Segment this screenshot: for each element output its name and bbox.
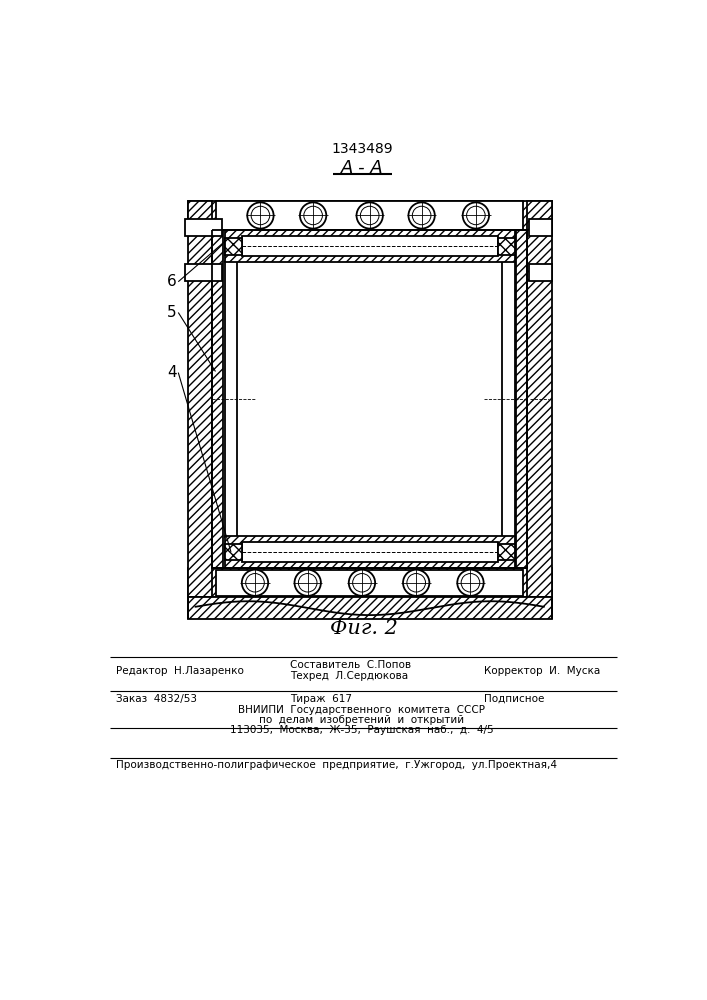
Bar xyxy=(527,201,552,597)
Bar xyxy=(225,536,515,568)
Circle shape xyxy=(412,206,431,225)
Text: Корректор  И.  Муска: Корректор И. Муска xyxy=(484,666,600,676)
Text: 1343489: 1343489 xyxy=(331,142,393,156)
Circle shape xyxy=(407,574,426,592)
Circle shape xyxy=(300,202,327,229)
Text: Редактор  Н.Лазаренко: Редактор Н.Лазаренко xyxy=(115,666,243,676)
Bar xyxy=(216,201,523,230)
Text: Фиг. 2: Фиг. 2 xyxy=(329,619,397,638)
Circle shape xyxy=(361,206,379,225)
Circle shape xyxy=(242,570,268,596)
Circle shape xyxy=(349,570,375,596)
Circle shape xyxy=(247,202,274,229)
Text: по  делам  изобретений  и  открытий: по делам изобретений и открытий xyxy=(259,715,464,725)
Bar xyxy=(242,236,498,256)
Circle shape xyxy=(462,202,489,229)
Text: Тираж  617: Тираж 617 xyxy=(290,694,352,704)
Bar xyxy=(185,264,223,281)
Bar xyxy=(529,264,552,281)
Bar xyxy=(187,568,552,597)
Circle shape xyxy=(298,574,317,592)
Bar xyxy=(498,544,515,560)
Circle shape xyxy=(403,570,429,596)
Text: Заказ  4832/53: Заказ 4832/53 xyxy=(115,694,197,704)
Circle shape xyxy=(467,206,485,225)
Circle shape xyxy=(409,202,435,229)
Text: Составитель  С.Попов: Составитель С.Попов xyxy=(290,660,411,670)
Text: 4: 4 xyxy=(168,365,177,380)
Text: Производственно-полиграфическое  предприятие,  г.Ужгород,  ул.Проектная,4: Производственно-полиграфическое предприя… xyxy=(115,760,556,770)
Bar xyxy=(225,544,242,560)
Bar xyxy=(225,261,237,537)
Circle shape xyxy=(295,570,321,596)
Text: 113035,  Москва,  Ж-35,  Раушская  наб.,  д.  4/5: 113035, Москва, Ж-35, Раушская наб., д. … xyxy=(230,725,493,735)
Bar xyxy=(185,219,223,236)
Circle shape xyxy=(246,574,264,592)
Bar xyxy=(498,238,515,255)
Bar xyxy=(187,597,552,619)
Circle shape xyxy=(353,574,371,592)
Bar xyxy=(225,238,242,255)
Text: 5: 5 xyxy=(168,305,177,320)
Text: 6: 6 xyxy=(167,274,177,289)
Text: ВНИИПИ  Государственного  комитета  СССР: ВНИИПИ Государственного комитета СССР xyxy=(238,705,486,715)
Circle shape xyxy=(356,202,383,229)
Bar xyxy=(212,230,223,568)
Circle shape xyxy=(251,206,270,225)
Bar xyxy=(502,261,515,537)
Text: A - A: A - A xyxy=(341,159,383,177)
Text: Подписное: Подписное xyxy=(484,694,544,704)
Circle shape xyxy=(457,570,484,596)
Bar xyxy=(516,230,527,568)
Bar xyxy=(225,230,515,262)
Bar xyxy=(187,201,212,597)
Bar xyxy=(529,219,552,236)
Bar xyxy=(242,542,498,562)
Circle shape xyxy=(304,206,322,225)
Text: Техред  Л.Сердюкова: Техред Л.Сердюкова xyxy=(290,671,408,681)
Bar xyxy=(187,201,552,230)
Bar xyxy=(216,570,523,596)
Circle shape xyxy=(461,574,480,592)
